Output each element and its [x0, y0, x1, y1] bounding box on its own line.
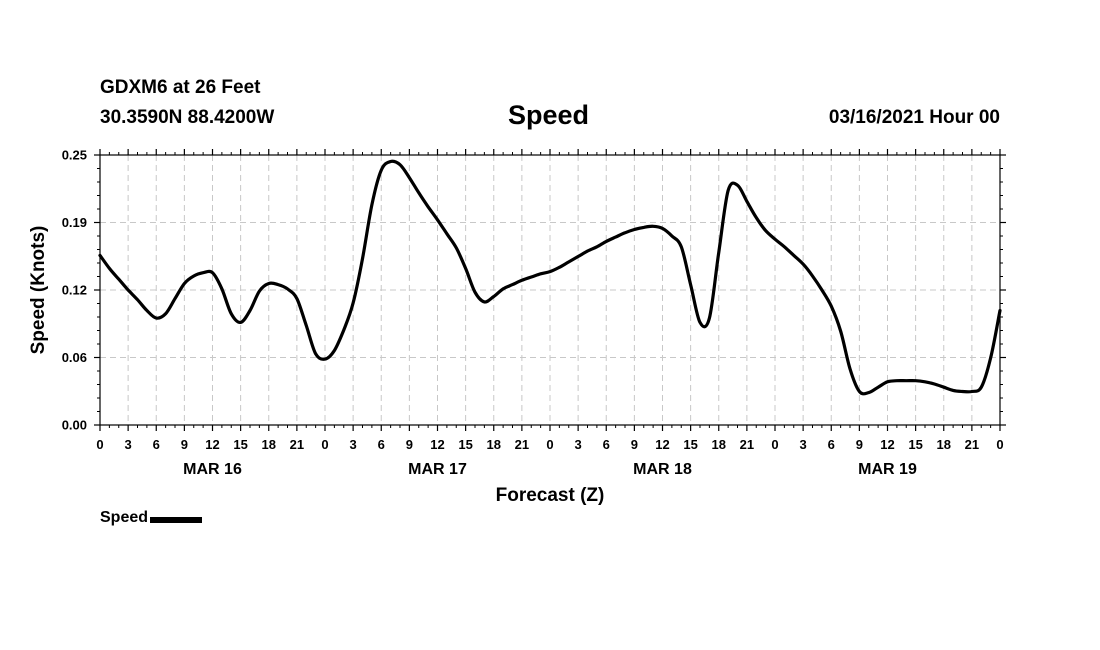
y-tick-label: 0.19: [62, 215, 87, 230]
x-tick-label: 15: [233, 437, 247, 452]
x-tick-label: 9: [181, 437, 188, 452]
x-tick-label: 6: [828, 437, 835, 452]
day-label: MAR 18: [633, 461, 692, 478]
day-label: MAR 19: [858, 461, 917, 478]
x-tick-label: 0: [996, 437, 1003, 452]
legend-label: Speed: [100, 509, 149, 526]
x-tick-label: 3: [350, 437, 357, 452]
x-tick-label: 0: [771, 437, 778, 452]
x-tick-label: 6: [603, 437, 610, 452]
x-tick-label: 21: [515, 437, 529, 452]
coordinates-label: 30.3590N 88.4200W: [100, 107, 275, 128]
y-tick-label: 0.06: [62, 350, 87, 365]
y-axis-title: Speed (Knots): [28, 226, 49, 355]
x-tick-label: 12: [655, 437, 669, 452]
x-tick-label: 18: [262, 437, 276, 452]
x-axis-title: Forecast (Z): [496, 485, 605, 506]
y-tick-label: 0.12: [62, 283, 87, 298]
x-tick-label: 12: [880, 437, 894, 452]
grid-lines: [100, 155, 1000, 425]
day-label: MAR 16: [183, 461, 242, 478]
x-tick-label: 15: [458, 437, 472, 452]
axis-ticks: [94, 149, 1006, 431]
x-tick-label: 21: [965, 437, 979, 452]
x-tick-label: 6: [378, 437, 385, 452]
y-tick-labels: 0.00 0.06 0.12 0.19 0.25: [62, 148, 87, 433]
x-tick-label: 12: [430, 437, 444, 452]
x-tick-label: 6: [153, 437, 160, 452]
x-tick-label: 3: [125, 437, 132, 452]
x-tick-label: 21: [740, 437, 754, 452]
x-tick-label: 9: [631, 437, 638, 452]
station-label: GDXM6 at 26 Feet: [100, 77, 261, 98]
chart-title: Speed: [508, 100, 590, 130]
x-tick-labels: 0 3 6 9 12 15 18 21 0 3 6 9 12 15 18 21 0 3 6 9 12 15 18 21 0 3 6 9…: [96, 437, 1003, 452]
x-tick-label: 3: [800, 437, 807, 452]
y-tick-label: 0.00: [62, 418, 87, 433]
legend: Speed: [100, 509, 203, 527]
speed-series-line: [98, 159, 1002, 396]
legend-swatch: [150, 517, 203, 523]
day-labels: MAR 16 MAR 17 MAR 18 MAR 19: [183, 461, 917, 478]
forecast-datetime: 03/16/2021 Hour 00: [828, 107, 1000, 128]
x-tick-label: 18: [712, 437, 726, 452]
x-tick-label: 21: [290, 437, 304, 452]
x-tick-label: 0: [96, 437, 103, 452]
x-tick-label: 15: [683, 437, 697, 452]
x-tick-label: 0: [321, 437, 328, 452]
x-tick-label: 15: [908, 437, 922, 452]
x-tick-label: 18: [937, 437, 951, 452]
x-tick-label: 9: [856, 437, 863, 452]
x-tick-label: 18: [487, 437, 501, 452]
x-tick-label: 3: [575, 437, 582, 452]
y-tick-label: 0.25: [62, 148, 87, 163]
day-label: MAR 17: [408, 461, 467, 478]
x-tick-label: 0: [546, 437, 553, 452]
plot-frame: [99, 154, 1001, 426]
x-tick-label: 9: [406, 437, 413, 452]
x-tick-label: 12: [205, 437, 219, 452]
